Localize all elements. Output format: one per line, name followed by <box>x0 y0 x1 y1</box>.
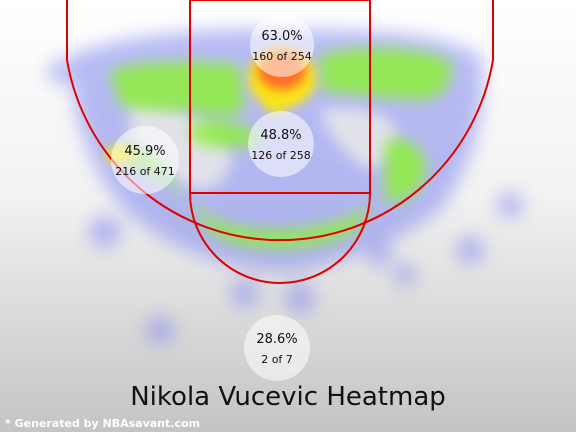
chart-title: Nikola Vucevic Heatmap <box>130 382 446 412</box>
paint-lane <box>189 0 371 194</box>
zone-made-attempts: 126 of 258 <box>251 149 311 162</box>
zone-bubble <box>111 126 179 194</box>
zone-bubble <box>250 13 314 77</box>
zone-labels: 63.0% 160 of 254 48.8% 126 of 258 45.9% 216 o… <box>111 13 314 381</box>
three-point-arc <box>66 0 494 242</box>
zone-made-attempts: 160 of 254 <box>252 50 312 63</box>
zone-percentage: 48.8% <box>260 128 301 143</box>
zone-percentage: 28.6% <box>256 332 297 347</box>
zone-bubble <box>244 315 310 381</box>
credit-text: * Generated by NBAsavant.com <box>5 417 200 430</box>
zone-restricted-area: 63.0% 160 of 254 <box>250 13 314 77</box>
zone-paint-non-ra: 48.8% 126 of 258 <box>248 111 314 177</box>
court-lines <box>66 0 494 284</box>
zone-mid-range: 45.9% 216 of 471 <box>111 126 179 194</box>
zone-made-attempts: 2 of 7 <box>261 353 293 366</box>
zone-percentage: 63.0% <box>261 29 302 44</box>
zone-bubble <box>248 111 314 177</box>
zone-made-attempts: 216 of 471 <box>115 165 175 178</box>
free-throw-circle <box>189 192 371 284</box>
zone-percentage: 45.9% <box>124 144 165 159</box>
zone-three-point: 28.6% 2 of 7 <box>244 315 310 381</box>
